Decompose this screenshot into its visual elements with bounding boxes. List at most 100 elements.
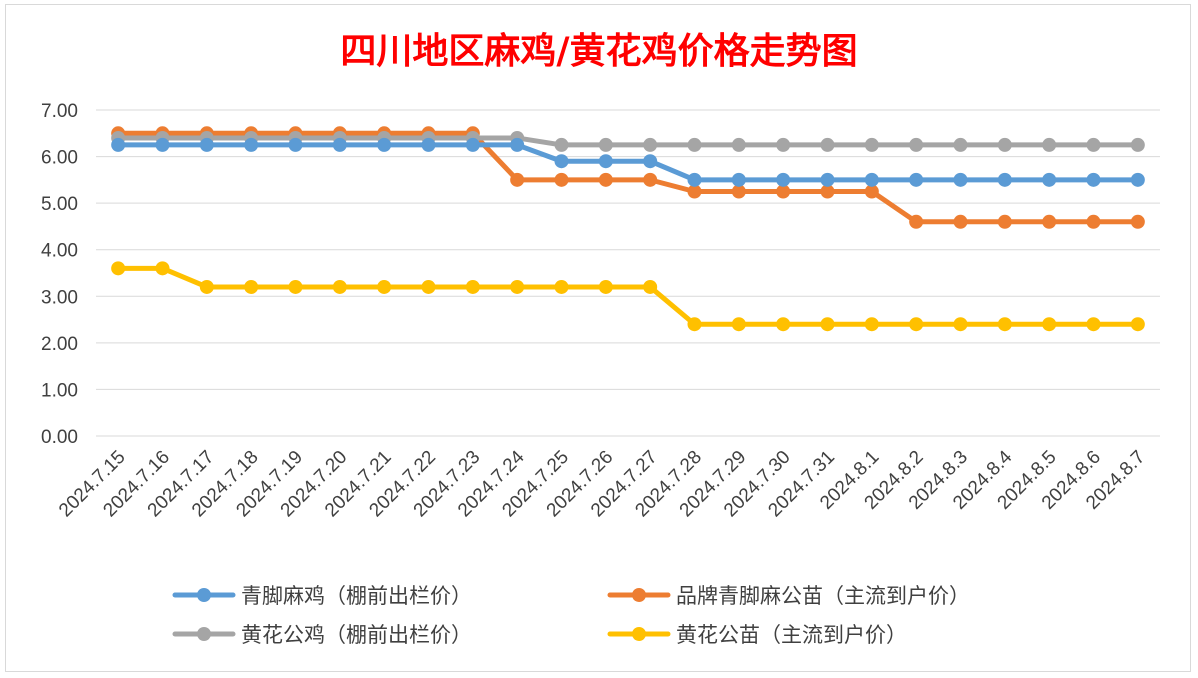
data-point — [731, 317, 746, 332]
data-point — [820, 317, 835, 332]
data-point — [1042, 172, 1057, 187]
data-point — [288, 137, 303, 152]
data-point — [1086, 137, 1101, 152]
data-point — [377, 137, 392, 152]
data-point — [332, 137, 347, 152]
series-line — [115, 135, 1141, 148]
series-line — [115, 142, 1141, 183]
legend-swatch-marker — [197, 627, 211, 641]
data-point — [465, 137, 480, 152]
data-point — [1042, 137, 1057, 152]
x-axis-labels: 2024.7.152024.7.162024.7.172024.7.182024… — [55, 446, 1149, 521]
data-point — [909, 214, 924, 229]
data-point — [510, 172, 525, 187]
data-point — [909, 317, 924, 332]
chart-frame — [5, 4, 1191, 672]
data-point — [199, 279, 214, 294]
y-tick-label: 6.00 — [41, 148, 78, 169]
data-point — [1130, 317, 1145, 332]
data-point — [1130, 137, 1145, 152]
data-point — [687, 172, 702, 187]
legend-swatch-marker — [197, 588, 211, 602]
data-point — [731, 172, 746, 187]
data-point — [997, 137, 1012, 152]
data-point — [510, 137, 525, 152]
data-point — [731, 137, 746, 152]
data-point — [909, 172, 924, 187]
data-point — [909, 137, 924, 152]
series-lines — [111, 126, 1145, 332]
legend-swatch-marker — [632, 588, 646, 602]
y-tick-label: 7.00 — [41, 101, 78, 122]
y-tick-label: 4.00 — [41, 241, 78, 262]
data-point — [377, 279, 392, 294]
data-point — [1042, 214, 1057, 229]
data-point — [953, 172, 968, 187]
data-point — [643, 172, 658, 187]
data-point — [244, 279, 259, 294]
data-point — [554, 279, 569, 294]
data-point — [687, 184, 702, 199]
y-axis-labels: 0.00 1.00 2.00 3.00 4.00 5.00 6.00 7.00 — [41, 101, 78, 448]
series-line — [115, 130, 1141, 225]
data-point — [776, 184, 791, 199]
data-point — [111, 261, 126, 276]
data-point — [199, 137, 214, 152]
gridlines — [96, 109, 1160, 437]
data-point — [953, 137, 968, 152]
y-tick-label: 5.00 — [41, 194, 78, 215]
data-point — [687, 137, 702, 152]
data-point — [953, 317, 968, 332]
data-point — [1042, 317, 1057, 332]
data-point — [820, 137, 835, 152]
y-tick-label: 0.00 — [41, 427, 78, 448]
y-tick-label: 2.00 — [41, 334, 78, 355]
chart-title: 四川地区麻鸡/黄花鸡价格走势图 — [340, 30, 858, 72]
legend-label: 品牌青脚麻公苗（主流到户价） — [676, 584, 970, 608]
data-point — [776, 137, 791, 152]
data-point — [598, 154, 613, 169]
data-point — [731, 184, 746, 199]
data-point — [421, 279, 436, 294]
legend-label: 黄花公苗（主流到户价） — [676, 623, 907, 647]
data-point — [776, 172, 791, 187]
data-point — [554, 154, 569, 169]
data-point — [1086, 317, 1101, 332]
data-point — [820, 184, 835, 199]
legend: 青脚麻鸡（棚前出栏价） 品牌青脚麻公苗（主流到户价） 黄花公鸡（棚前出栏价） 黄花公苗… — [172, 584, 970, 647]
data-point — [997, 317, 1012, 332]
y-tick-label: 3.00 — [41, 287, 78, 308]
data-point — [244, 137, 259, 152]
data-point — [421, 137, 436, 152]
data-point — [1130, 172, 1145, 187]
data-point — [864, 137, 879, 152]
data-point — [554, 172, 569, 187]
data-point — [864, 184, 879, 199]
data-point — [598, 172, 613, 187]
data-point — [111, 137, 126, 152]
legend-swatch-marker — [632, 627, 646, 641]
data-point — [598, 137, 613, 152]
data-point — [1130, 214, 1145, 229]
data-point — [997, 172, 1012, 187]
data-point — [332, 279, 347, 294]
data-point — [864, 172, 879, 187]
data-point — [1086, 172, 1101, 187]
data-point — [1086, 214, 1101, 229]
data-point — [643, 154, 658, 169]
data-point — [820, 172, 835, 187]
data-point — [643, 137, 658, 152]
legend-label: 青脚麻鸡（棚前出栏价） — [241, 584, 472, 608]
data-point — [465, 279, 480, 294]
data-point — [643, 279, 658, 294]
data-point — [687, 317, 702, 332]
series-line — [115, 265, 1141, 327]
data-point — [155, 261, 170, 276]
data-point — [510, 279, 525, 294]
data-point — [554, 137, 569, 152]
data-point — [288, 279, 303, 294]
data-point — [776, 317, 791, 332]
data-point — [598, 279, 613, 294]
data-point — [155, 137, 170, 152]
